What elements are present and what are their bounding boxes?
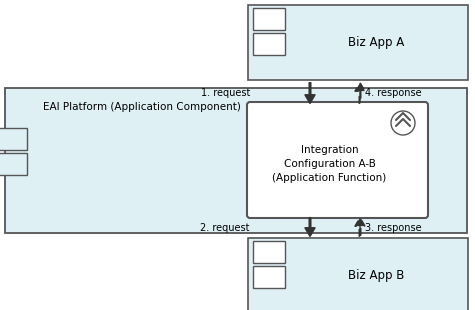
Bar [253,33,285,55]
FancyArrowPatch shape [305,83,315,103]
Text: 4. response: 4. response [365,88,422,98]
Bar [5,88,467,233]
FancyArrowPatch shape [305,218,315,236]
Bar [253,241,285,263]
FancyArrowPatch shape [355,83,365,103]
Text: 3. response: 3. response [365,223,422,233]
Bar [248,238,468,310]
Bar [0,128,27,150]
FancyBboxPatch shape [247,102,428,218]
Text: EAI Platform (Application Component): EAI Platform (Application Component) [43,102,241,112]
Text: 1. request: 1. request [200,88,250,98]
FancyArrowPatch shape [355,218,365,236]
Text: 2. request: 2. request [200,223,250,233]
Bar [253,8,285,30]
Text: Integration
Configuration A-B
(Application Function): Integration Configuration A-B (Applicati… [272,145,387,183]
Text: Biz App A: Biz App A [348,36,404,49]
Text: Biz App B: Biz App B [348,269,404,282]
Bar [248,5,468,80]
Bar [0,153,27,175]
Bar [253,266,285,288]
